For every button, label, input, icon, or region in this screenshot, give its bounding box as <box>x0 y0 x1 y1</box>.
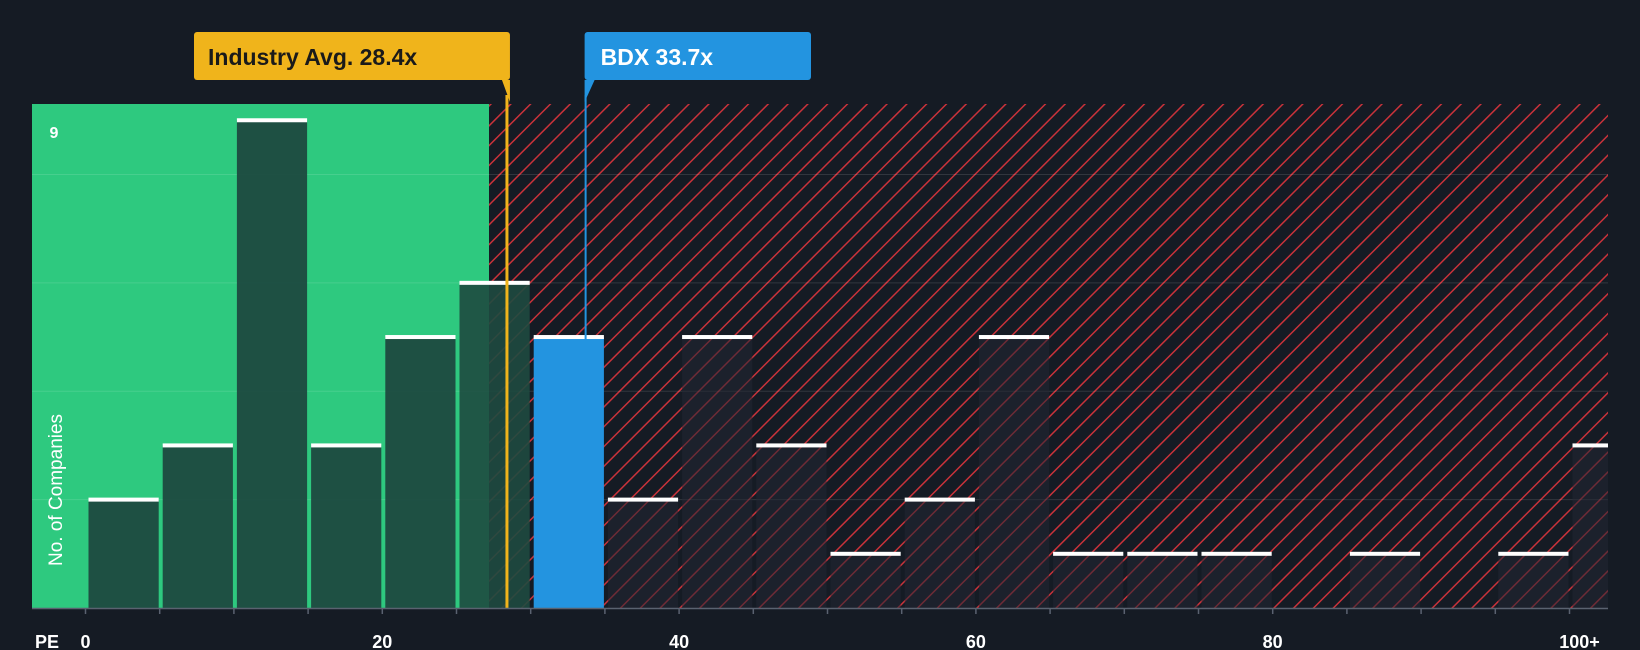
industry-avg-flag-tail <box>501 80 510 102</box>
bar <box>459 282 530 608</box>
bar-cap <box>1349 551 1421 556</box>
bar-cap <box>1201 551 1272 556</box>
bar <box>162 445 233 608</box>
bar <box>385 337 456 608</box>
bar-cap <box>756 443 827 448</box>
company-label: BDX 33.7x <box>601 44 714 70</box>
bar <box>756 445 827 608</box>
bar-cap <box>830 551 901 556</box>
bar-cap <box>1127 551 1198 556</box>
company-flag-tail <box>584 80 595 102</box>
bar <box>88 499 159 608</box>
x-tick-label: 20 <box>372 632 392 650</box>
bar <box>830 553 901 608</box>
x-tick-label: 0 <box>80 632 90 650</box>
bar <box>1572 445 1608 608</box>
markers: Industry Avg. 28.4x BDX 33.7x <box>194 32 811 608</box>
x-tick-label: 40 <box>669 632 689 650</box>
y-max-label: 9 <box>50 125 59 142</box>
bar-cap <box>682 335 753 340</box>
bar-cap <box>533 335 604 340</box>
x-tick-label: 80 <box>1263 632 1283 650</box>
company-bar <box>533 337 604 608</box>
bar <box>1127 553 1198 608</box>
company-flag <box>584 32 811 80</box>
bar <box>1349 553 1421 608</box>
bar <box>1498 553 1569 608</box>
bar <box>236 120 308 609</box>
bar <box>904 499 975 608</box>
bar <box>1201 553 1272 608</box>
x-axis-label: PE <box>35 632 59 650</box>
bar <box>311 445 382 608</box>
bar-cap <box>236 118 308 123</box>
bar-cap <box>385 335 456 340</box>
bar <box>978 337 1050 608</box>
bar-cap <box>1572 443 1608 448</box>
bar-cap <box>162 443 233 448</box>
x-axis: 0 20 40 60 80 100+ <box>32 607 1608 650</box>
bar-cap <box>311 443 382 448</box>
industry-avg-label: Industry Avg. 28.4x <box>208 44 417 70</box>
bar-cap <box>1498 551 1569 556</box>
x-tick-label: 60 <box>966 632 986 650</box>
bar <box>1053 553 1124 608</box>
bar <box>607 499 679 608</box>
bar-cap <box>88 497 159 502</box>
bar-cap <box>607 497 679 502</box>
bar <box>682 337 753 608</box>
bar-cap <box>459 280 530 285</box>
bars <box>88 118 1608 609</box>
industry-avg-flag <box>194 32 510 80</box>
y-axis-label: No. of Companies <box>46 414 67 566</box>
x-tick-label: 100+ <box>1559 632 1600 650</box>
bar-cap <box>904 497 975 502</box>
bar-cap <box>1053 551 1124 556</box>
bar-cap <box>978 335 1050 340</box>
